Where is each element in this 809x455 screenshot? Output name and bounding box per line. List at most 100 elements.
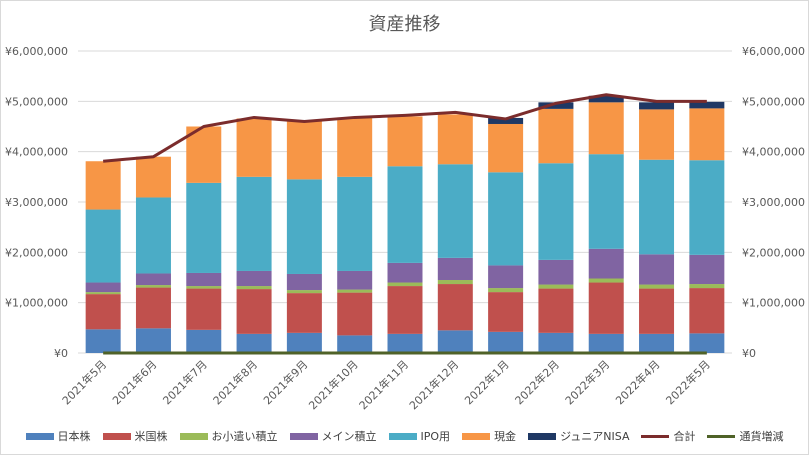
chart-title: 資産推移 [368,14,441,35]
bar-segment [488,123,524,173]
bar-segment [488,117,524,124]
bar-segment [689,333,725,353]
bar-segment [639,333,675,353]
legend-label: ジュニアNISA [560,430,630,443]
legend-item: メイン積立 [289,428,377,444]
bar-segment [588,154,624,249]
legend-label: IPO用 [420,430,451,443]
bar-segment [639,102,675,110]
bar-segment [85,161,121,210]
y-tick-label-left: ¥5,000,000 [5,95,68,108]
bar-segment [186,126,222,183]
bar-segment [186,288,222,330]
bar-segment [588,248,624,279]
x-tick-label: 2021年6月 [109,357,159,407]
y-tick-label-left: ¥3,000,000 [5,196,68,209]
bar-segment [437,257,473,281]
legend-item: 米国株 [102,428,168,444]
bar-segment [135,287,171,329]
bar-segment [286,290,322,294]
bar-segment [538,259,574,285]
bar-segment [437,330,473,353]
bar-segment [186,272,222,287]
y-tick-label-right: ¥0 [742,347,756,360]
bar-segment [639,288,675,334]
x-tick-label: 2021年7月 [160,357,210,407]
bar-segment [488,265,524,289]
bar-segment [588,102,624,155]
bar-segment [387,116,423,167]
legend-item: 合計 [641,428,695,444]
legend-item: 通貨増減 [707,428,783,444]
bar-segment [689,101,725,109]
bar-segment [337,292,373,336]
bar-segment [135,328,171,353]
bar-segment [186,329,222,353]
bar-segment [689,284,725,289]
bar-segment [286,332,322,353]
bar-segment [538,102,574,109]
bar-segment [689,254,725,285]
bar-segment [85,282,121,293]
bar-segment [186,182,222,273]
legend-swatch [641,434,670,438]
y-tick-label-left: ¥6,000,000 [5,45,68,58]
bar-segment [437,284,473,331]
x-tick-label: 2022年1月 [462,357,512,407]
x-tick-label: 2021年9月 [260,357,310,407]
bar-segment [186,286,222,289]
bar-segment [387,262,423,283]
bar-segment [236,289,272,334]
bar-segment [538,332,574,353]
bar-segment [437,164,473,258]
bar-segment [286,293,322,333]
bar-segment [337,176,373,271]
bar-segment [538,163,574,260]
legend-swatch [102,432,131,440]
bar-segment [689,108,725,161]
y-tick-label-right: ¥3,000,000 [742,196,805,209]
legend-label: 米国株 [134,430,168,443]
bar-segment [236,286,272,290]
bar-segment [588,278,624,283]
bar-segment [689,288,725,334]
bar-segment [85,209,121,283]
bar-segment [488,288,524,293]
bar-segment [689,160,725,255]
bar-segment [337,289,373,293]
legend-item: IPO用 [388,428,451,444]
x-tick-label: 2022年2月 [512,357,562,407]
y-tick-label-left: ¥0 [54,347,68,360]
bar-segment [135,197,171,274]
legend-item: 現金 [462,428,516,444]
x-tick-label: 2021年8月 [210,357,260,407]
bar-segment [85,329,121,353]
y-tick-label-right: ¥5,000,000 [742,95,805,108]
x-tick-label: 2022年5月 [663,357,713,407]
bar-segment [236,176,272,271]
bar-segment [387,282,423,287]
bar-segment [538,288,574,333]
legend-item: 日本株 [25,428,91,444]
legend-label: 日本株 [57,430,91,443]
y-tick-label-right: ¥4,000,000 [742,146,805,159]
bar-segment [588,282,624,334]
legend-label: メイン積立 [321,430,377,443]
y-tick-label-left: ¥2,000,000 [5,246,68,259]
bar-segment [639,159,675,255]
y-tick-label-right: ¥6,000,000 [742,45,805,58]
legend-item: お小遣い積立 [179,428,278,444]
x-tick-label: 2022年3月 [562,357,612,407]
legend-swatch [25,432,54,440]
y-tick-label-right: ¥1,000,000 [742,297,805,310]
bar-segment [639,254,675,285]
bar-segment [236,333,272,353]
legend-label: 通貨増減 [739,430,784,443]
legend-swatch [462,432,491,440]
legend-swatch [388,432,417,440]
bar-segment [588,95,624,103]
bar-segment [538,108,574,164]
bar-segment [337,117,373,177]
series-line [103,93,707,163]
